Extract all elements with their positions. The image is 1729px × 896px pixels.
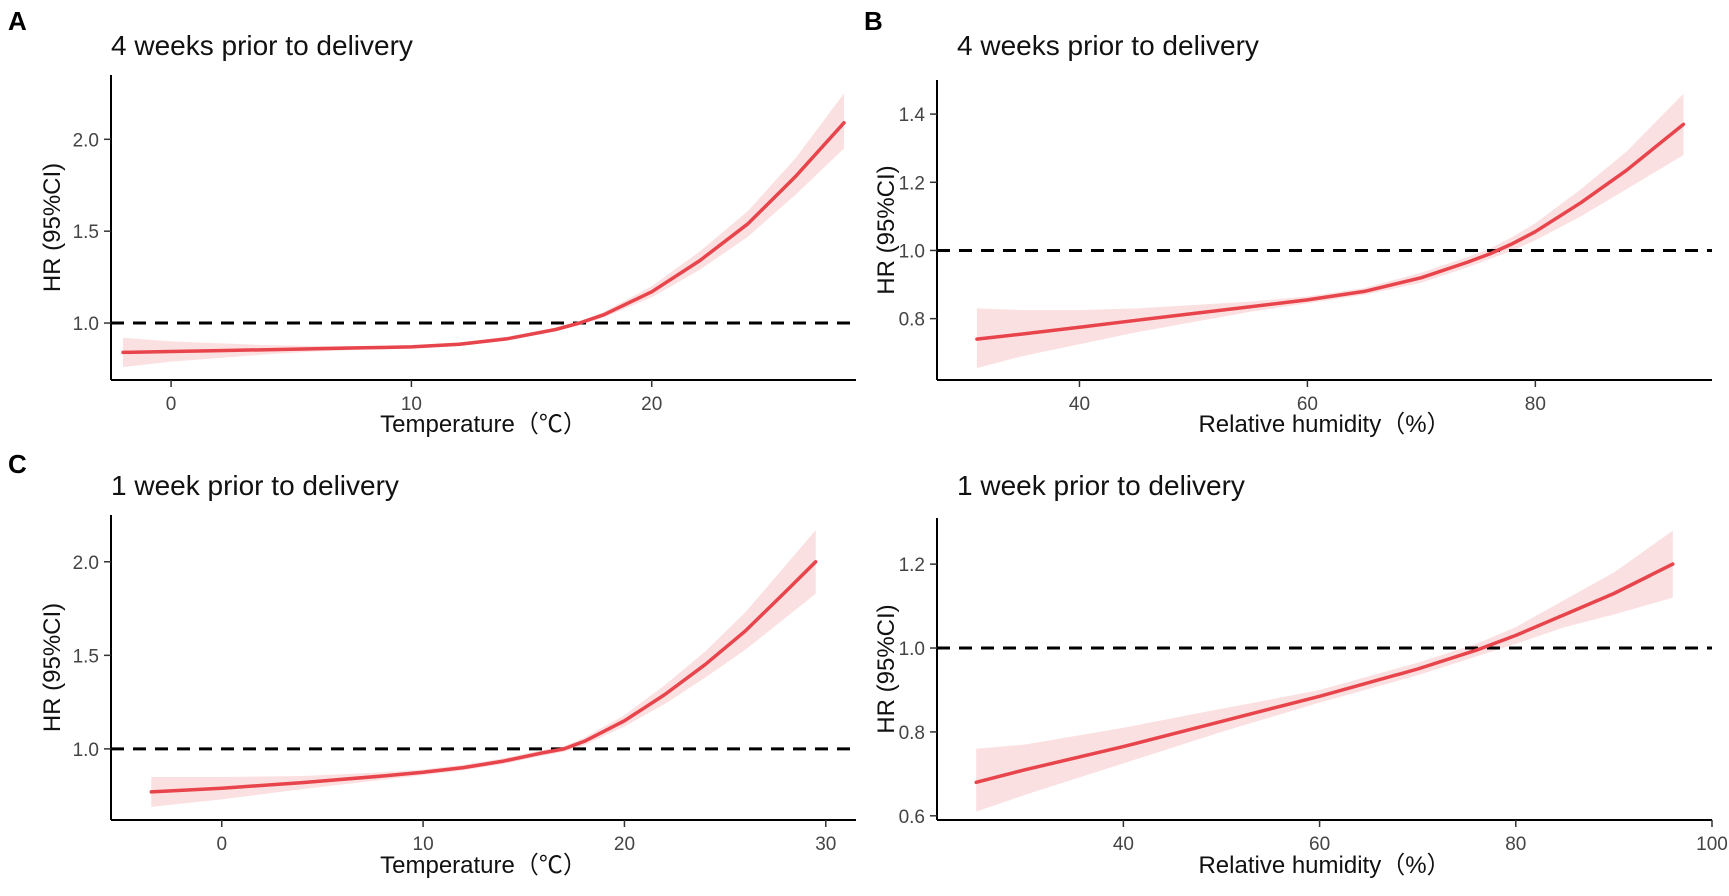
x-tick-label: 30 — [815, 834, 836, 855]
chart-panel-2: B 4 weeks prior to delivery 0.8 1.0 1.2 1.4 40… — [864, 6, 1712, 438]
chart-panel-3: C 1 week prior to delivery 1.0 1.5 2.0 0 10 20 3… — [8, 449, 856, 879]
confidence-band — [123, 93, 844, 368]
chart-title: 4 weeks prior to delivery — [111, 30, 413, 61]
x-tick-label: 100 — [1696, 834, 1728, 855]
y-tick-label: 1.5 — [73, 646, 99, 667]
y-tick-label: 1.0 — [73, 314, 99, 335]
x-axis-label: Temperature（℃） — [380, 852, 587, 879]
x-tick-label: 80 — [1505, 834, 1526, 855]
y-tick-label: 1.5 — [73, 222, 99, 243]
x-tick-label: 80 — [1525, 394, 1546, 415]
chart-panel-4: 1 week prior to delivery 0.6 0.8 1.0 1.2 40 60… — [873, 470, 1728, 879]
x-tick-label: 0 — [216, 834, 227, 855]
hr-curve — [121, 121, 846, 355]
x-axis-label: Relative humidity（%） — [1198, 411, 1450, 438]
panel-letter: B — [864, 6, 883, 36]
x-tick-label: 10 — [401, 394, 422, 415]
y-axis-label: HR (95%CI) — [873, 165, 900, 294]
chart-panel-1: A 4 weeks prior to delivery 1.0 1.5 2.0 0 10 20… — [8, 6, 856, 438]
confidence-band — [976, 530, 1673, 812]
x-tick-label: 10 — [413, 834, 434, 855]
y-tick-label: 1.2 — [899, 173, 925, 194]
x-axis-label: Temperature（℃） — [380, 411, 587, 438]
x-tick-label: 20 — [641, 394, 662, 415]
x-tick-label: 20 — [614, 834, 635, 855]
chart-title: 1 week prior to delivery — [111, 470, 399, 501]
hr-curve — [149, 560, 818, 794]
x-tick-label: 40 — [1113, 834, 1134, 855]
chart-title: 4 weeks prior to delivery — [957, 30, 1259, 61]
panel-letter: C — [8, 449, 27, 479]
x-tick-label: 60 — [1309, 834, 1330, 855]
y-axis-label: HR (95%CI) — [39, 163, 66, 292]
y-tick-label: 0.6 — [899, 807, 925, 828]
y-axis-label: HR (95%CI) — [39, 603, 66, 732]
hr-curve — [974, 562, 1675, 785]
y-tick-label: 1.0 — [73, 740, 99, 761]
y-tick-label: 1.4 — [899, 105, 926, 126]
y-tick-label: 0.8 — [899, 723, 925, 744]
y-axis-label: HR (95%CI) — [873, 604, 900, 733]
y-tick-label: 1.0 — [899, 241, 925, 262]
hr-curve — [975, 122, 1686, 341]
x-tick-label: 40 — [1069, 394, 1090, 415]
confidence-band — [976, 93, 1684, 369]
x-tick-label: 60 — [1297, 394, 1318, 415]
y-tick-label: 0.8 — [899, 310, 925, 331]
chart-title: 1 week prior to delivery — [957, 470, 1245, 501]
panel-letter: A — [8, 6, 27, 36]
y-tick-label: 1.0 — [899, 639, 925, 660]
confidence-band — [151, 530, 816, 807]
y-tick-label: 1.2 — [899, 555, 925, 576]
x-axis-label: Relative humidity（%） — [1198, 852, 1450, 879]
y-tick-label: 2.0 — [73, 130, 99, 151]
y-tick-label: 2.0 — [73, 553, 99, 574]
x-tick-label: 0 — [166, 394, 177, 415]
